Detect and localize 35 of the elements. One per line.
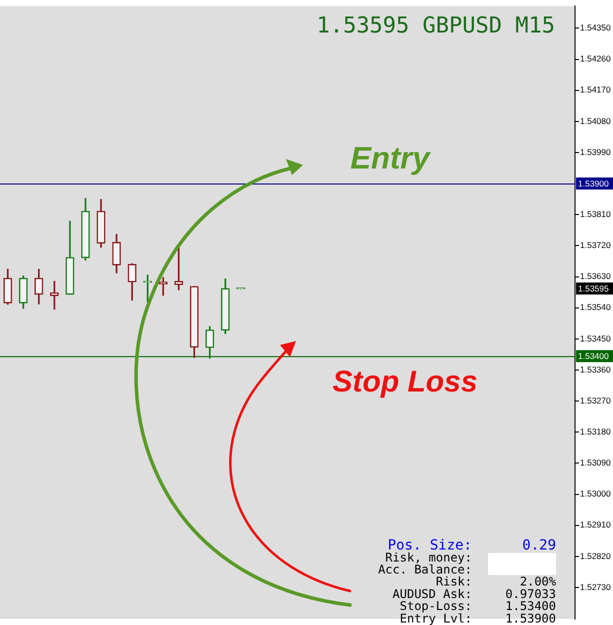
y-tick-label: 1.53090 bbox=[580, 458, 611, 468]
y-tick-label: 1.53450 bbox=[580, 333, 611, 344]
annotation: Acc. Balance: bbox=[378, 562, 472, 577]
y-tick-label: 1.54170 bbox=[580, 84, 611, 95]
annotation: Risk, money: bbox=[385, 550, 472, 564]
annotation: 2.00% bbox=[520, 574, 557, 589]
chart-title: 1.53595 GBPUSD M15 bbox=[316, 14, 555, 39]
y-tick-label: 1.52730 bbox=[580, 582, 611, 592]
y-tick-label: 1.53990 bbox=[580, 146, 611, 157]
annotation: Entry bbox=[350, 140, 432, 176]
annotation: 0.97033 bbox=[505, 586, 556, 601]
annotation: Stop-Loss: bbox=[400, 599, 472, 614]
ref-line-label: 1.53400 bbox=[578, 351, 609, 362]
y-tick-label: 1.53360 bbox=[580, 364, 611, 374]
y-tick-label: 1.53810 bbox=[580, 208, 611, 219]
annotation: AUDUSD Ask: bbox=[392, 586, 472, 601]
y-tick-label: 1.53180 bbox=[580, 426, 611, 436]
y-tick-label: 1.54080 bbox=[580, 116, 611, 126]
y-tick-label: 1.54350 bbox=[580, 22, 611, 33]
y-tick-label: 1.53630 bbox=[580, 271, 611, 282]
annotation: 0.29 bbox=[522, 538, 556, 554]
annotation: Entry Lvl: bbox=[400, 611, 472, 625]
text: 1.53595 bbox=[578, 283, 609, 294]
annotation: Risk: bbox=[436, 574, 472, 589]
y-tick-label: 1.53720 bbox=[580, 240, 611, 250]
ref-line-label: 1.53900 bbox=[578, 178, 609, 188]
annotation: Stop Loss bbox=[332, 365, 478, 398]
y-tick-label: 1.52820 bbox=[580, 550, 611, 561]
annotation: 1.53400 bbox=[505, 599, 556, 614]
y-tick-label: 1.54260 bbox=[580, 54, 611, 64]
y-tick-label: 1.52910 bbox=[580, 520, 611, 530]
y-tick-label: 1.53540 bbox=[580, 302, 611, 312]
annotation: 1.53900 bbox=[505, 611, 556, 625]
y-tick-label: 1.53000 bbox=[580, 488, 611, 499]
y-tick-label: 1.53270 bbox=[580, 395, 611, 406]
